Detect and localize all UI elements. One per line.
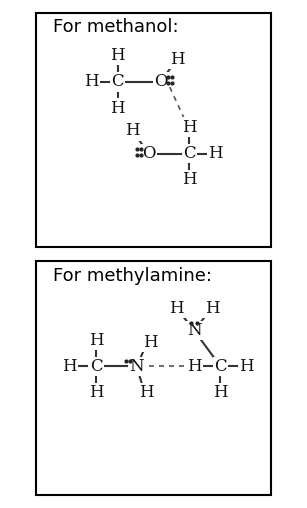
Text: H: H [110,100,125,117]
Text: H: H [187,358,201,375]
Text: H: H [213,384,228,401]
Text: H: H [110,47,125,64]
Text: C: C [183,145,196,162]
Text: H: H [239,358,254,375]
Text: H: H [182,171,197,188]
Text: H: H [139,384,154,401]
Text: H: H [89,332,103,348]
Text: H: H [84,73,99,90]
Text: H: H [63,358,77,375]
Text: O: O [154,73,167,90]
Text: H: H [182,119,197,136]
Text: H: H [208,145,223,162]
Text: H: H [205,300,220,317]
Text: N: N [130,358,144,375]
FancyBboxPatch shape [36,261,271,495]
Text: H: H [89,384,103,401]
Text: H: H [170,51,185,68]
Text: C: C [90,358,103,375]
Text: O: O [142,145,155,162]
Text: H: H [143,334,157,351]
Text: H: H [169,300,184,317]
Text: For methanol:: For methanol: [53,18,179,36]
Text: C: C [214,358,227,375]
Text: C: C [111,73,124,90]
FancyBboxPatch shape [36,13,271,247]
Text: N: N [187,322,201,339]
Text: For methylamine:: For methylamine: [53,267,212,284]
Text: H: H [125,122,139,139]
